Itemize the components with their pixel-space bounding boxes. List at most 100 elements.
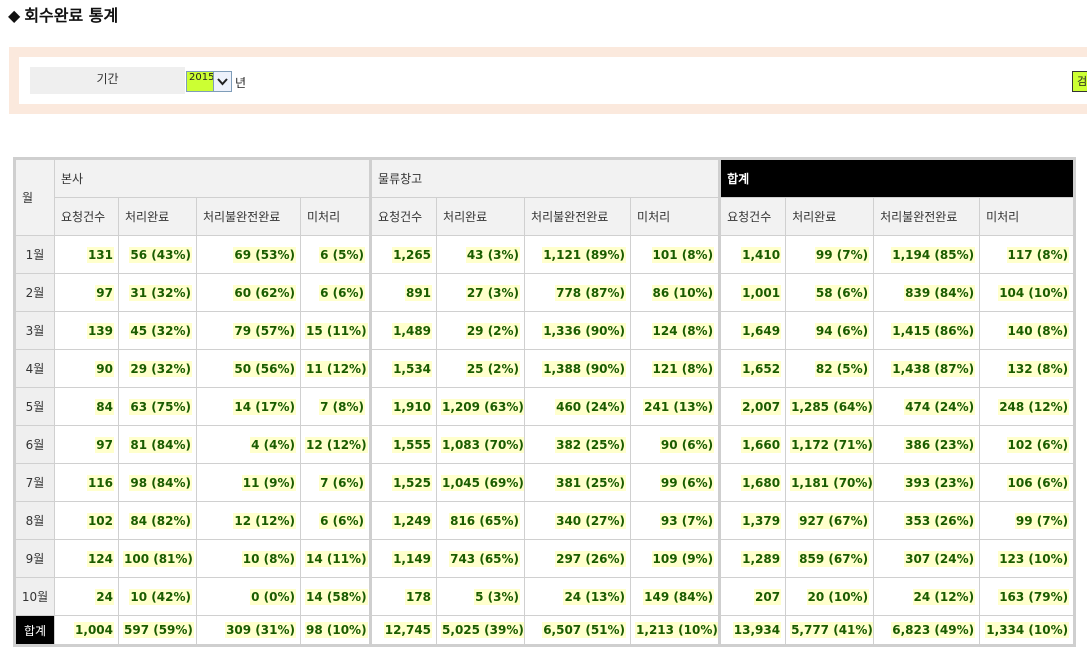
year-select[interactable]: 2015	[186, 71, 232, 92]
column-header: 요청건수	[54, 197, 119, 236]
cell-value: 1,004	[74, 622, 114, 638]
table-cell: 381 (25%)	[524, 463, 632, 502]
cell-value: 117 (8%)	[1006, 246, 1070, 263]
table-cell: 131	[54, 235, 119, 274]
cell-value: 816 (65%)	[449, 512, 521, 529]
table-cell: 24	[54, 577, 119, 616]
table-cell: 1,213 (10%)	[630, 615, 721, 646]
cell-value: 5,777 (41%)	[790, 622, 873, 638]
cell-value: 381 (25%)	[555, 474, 627, 491]
table-cell: 123 (10%)	[979, 539, 1076, 578]
table-cell: 1,172 (71%)	[785, 425, 875, 464]
column-header: 처리완료	[785, 197, 875, 236]
cell-value: 6,507 (51%)	[542, 622, 627, 638]
cell-value: 6 (6%)	[319, 512, 366, 529]
cell-value: 140 (8%)	[1006, 322, 1070, 339]
table-cell: 5,777 (41%)	[785, 615, 875, 646]
cell-value: 25 (2%)	[465, 360, 521, 377]
month-label: 10월	[14, 577, 55, 616]
cell-value: 10 (42%)	[129, 588, 192, 605]
cell-value: 7 (8%)	[319, 398, 366, 415]
table-cell: 1,285 (64%)	[785, 387, 875, 426]
table-cell: 778 (87%)	[524, 273, 632, 312]
table-cell: 99 (6%)	[630, 463, 721, 502]
cell-value: 15 (11%)	[305, 322, 368, 339]
cell-value: 10 (8%)	[241, 550, 296, 567]
cell-value: 121 (8%)	[651, 360, 715, 377]
table-cell: 1,336 (90%)	[524, 311, 632, 350]
table-cell: 139	[54, 311, 119, 350]
cell-value: 27 (3%)	[465, 284, 521, 301]
table-cell: 393 (23%)	[873, 463, 981, 502]
diamond-bullet-icon: ◆	[8, 6, 21, 25]
table-cell: 1,910	[369, 387, 438, 426]
cell-value: 29 (32%)	[129, 360, 192, 377]
total-label: 합계	[14, 615, 55, 646]
year-select-value[interactable]: 2015	[186, 71, 214, 92]
table-row: 9월 124 100 (81%) 10 (8%) 14 (11%) 1,149 743 (6…	[14, 539, 1076, 578]
table-cell: 1,652	[718, 349, 787, 388]
table-row: 7월 116 98 (84%) 11 (9%) 7 (6%) 1,525 1,045 (69…	[14, 463, 1076, 502]
table-cell: 12,745	[369, 615, 438, 646]
column-header: 요청건수	[718, 197, 787, 236]
table-row: 2월 97 31 (32%) 60 (62%) 6 (6%) 891 27 (3%) 778 …	[14, 273, 1076, 312]
cell-value: 109 (9%)	[651, 550, 715, 567]
cell-value: 353 (26%)	[904, 512, 976, 529]
table-cell: 743 (65%)	[436, 539, 526, 578]
table-cell: 24 (13%)	[524, 577, 632, 616]
column-header: 처리불완전완료	[196, 197, 301, 236]
cell-value: 60 (62%)	[233, 284, 296, 301]
table-cell: 117 (8%)	[979, 235, 1076, 274]
table-cell: 1,534	[369, 349, 438, 388]
cell-value: 86 (10%)	[651, 284, 715, 301]
month-label: 5월	[14, 387, 55, 426]
cell-value: 382 (25%)	[555, 436, 627, 453]
cell-value: 45 (32%)	[129, 322, 192, 339]
cell-value: 1,265	[392, 246, 433, 263]
period-label: 기간	[30, 67, 185, 94]
table-cell: 1,265	[369, 235, 438, 274]
table-cell: 140 (8%)	[979, 311, 1076, 350]
table-cell: 1,149	[369, 539, 438, 578]
table-cell: 100 (81%)	[118, 539, 197, 578]
table-cell: 1,438 (87%)	[873, 349, 981, 388]
table-cell: 6 (6%)	[299, 273, 372, 312]
cell-value: 386 (23%)	[904, 436, 976, 453]
cell-value: 6 (6%)	[319, 284, 366, 301]
column-header: 처리불완전완료	[524, 197, 632, 236]
cell-value: 99 (7%)	[1014, 512, 1070, 529]
cell-value: 1,249	[392, 512, 433, 529]
column-header: 요청건수	[369, 197, 438, 236]
cell-value: 90 (6%)	[659, 436, 715, 453]
cell-value: 116	[86, 474, 114, 491]
cell-value: 743 (65%)	[449, 550, 521, 567]
cell-value: 1,045 (69%)	[441, 474, 524, 491]
total-row: 합계 1,004 597 (59%) 309 (31%) 98 (10%) 12,745 5…	[14, 615, 1076, 646]
cell-value: 84	[95, 398, 114, 415]
table-cell: 93 (7%)	[630, 501, 721, 540]
cell-value: 778 (87%)	[555, 284, 627, 301]
cell-value: 12 (12%)	[305, 436, 368, 453]
group-header-warehouse: 물류창고	[369, 158, 721, 198]
cell-value: 1,181 (70%)	[790, 474, 873, 491]
table-cell: 124 (8%)	[630, 311, 721, 350]
cell-value: 11 (9%)	[241, 474, 296, 491]
cell-value: 1,209 (63%)	[441, 398, 524, 415]
table-cell: 25 (2%)	[436, 349, 526, 388]
cell-value: 14 (17%)	[233, 398, 296, 415]
table-cell: 90 (6%)	[630, 425, 721, 464]
table-cell: 5,025 (39%)	[436, 615, 526, 646]
cell-value: 1,910	[392, 398, 433, 415]
table-cell: 1,004	[54, 615, 119, 646]
cell-value: 1,525	[392, 474, 433, 491]
cell-value: 12,745	[383, 622, 433, 638]
search-button[interactable]: 검색	[1072, 71, 1087, 92]
chevron-down-icon[interactable]	[213, 71, 232, 92]
table-cell: 29 (32%)	[118, 349, 197, 388]
cell-value: 1,489	[392, 322, 433, 339]
cell-value: 79 (57%)	[233, 322, 296, 339]
table-cell: 94 (6%)	[785, 311, 875, 350]
cell-value: 93 (7%)	[659, 512, 715, 529]
month-label: 2월	[14, 273, 55, 312]
table-cell: 816 (65%)	[436, 501, 526, 540]
